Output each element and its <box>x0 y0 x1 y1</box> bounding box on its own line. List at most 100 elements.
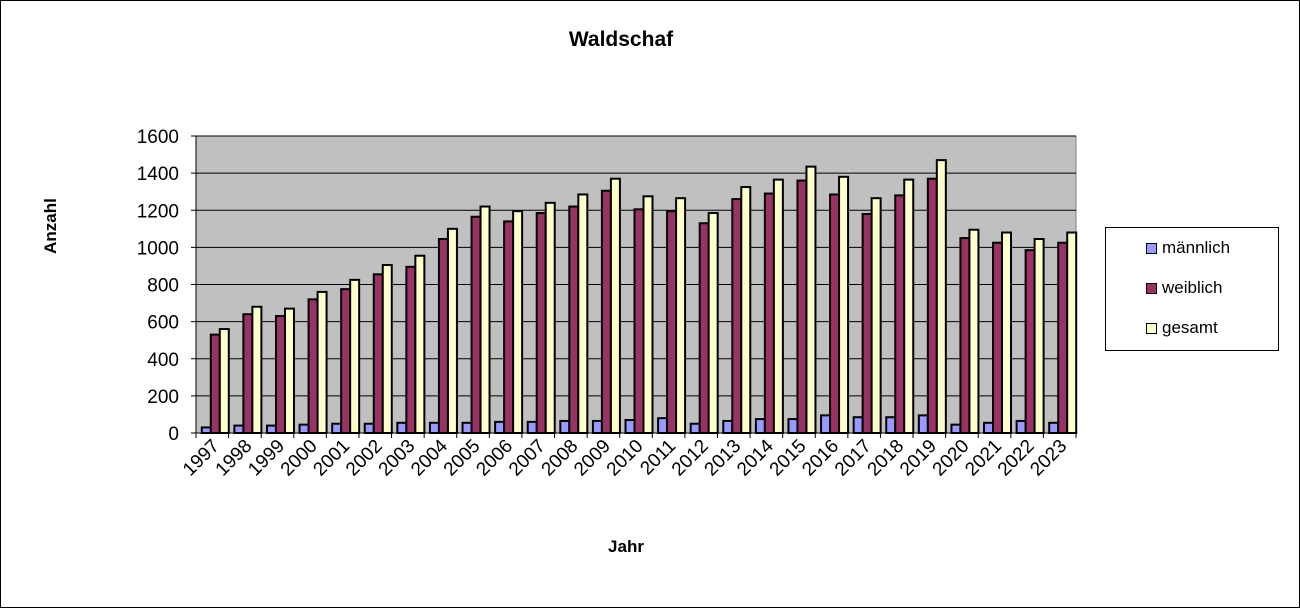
bar-männlich-2009 <box>591 419 603 435</box>
bar-weiblich-2013 <box>731 198 743 434</box>
bar-männlich-1999 <box>265 424 277 435</box>
bar-weiblich-2017 <box>861 212 873 434</box>
bar-männlich-2004 <box>428 421 440 434</box>
bar-weiblich-2007 <box>535 212 547 434</box>
bar-weiblich-1998 <box>242 313 254 435</box>
bar-weiblich-2002 <box>372 273 384 434</box>
bar-gesamt-2017 <box>870 197 882 434</box>
bar-männlich-2022 <box>1015 419 1027 435</box>
x-tick-label: 1997 <box>179 436 224 481</box>
bar-weiblich-2006 <box>503 220 515 434</box>
chart-title: Waldschaf <box>568 28 674 51</box>
legend-swatch-weiblich <box>1146 282 1157 294</box>
x-tick-label: 2012 <box>668 436 713 481</box>
bar-männlich-2015 <box>787 418 799 434</box>
bar-gesamt-1997 <box>218 328 230 434</box>
bar-männlich-2008 <box>559 419 571 435</box>
svg-text:0: 0 <box>168 424 179 445</box>
bar-gesamt-2010 <box>642 195 654 434</box>
bar-weiblich-2011 <box>666 210 678 434</box>
bar-weiblich-2012 <box>698 222 710 434</box>
bar-gesamt-2012 <box>707 212 719 434</box>
x-tick-label: 2016 <box>798 436 843 481</box>
legend-item-weiblich: weiblich <box>1146 278 1222 298</box>
svg-text:800: 800 <box>147 276 179 297</box>
x-tick-label: 2004 <box>407 435 452 480</box>
bar-männlich-1998 <box>233 424 245 435</box>
bar-männlich-2016 <box>820 414 832 435</box>
x-tick-label: 2006 <box>472 436 517 481</box>
bar-männlich-2010 <box>624 419 636 435</box>
bar-gesamt-2006 <box>512 210 524 434</box>
bar-gesamt-2014 <box>772 178 784 434</box>
bar-männlich-2002 <box>363 422 375 434</box>
bar-weiblich-2018 <box>894 194 906 434</box>
bar-gesamt-2001 <box>349 278 361 434</box>
bar-gesamt-2023 <box>1066 231 1078 434</box>
x-tick-label: 2020 <box>929 436 974 481</box>
x-tick-label: 2001 <box>309 436 354 481</box>
legend-swatch-gesamt <box>1146 322 1157 334</box>
bar-gesamt-1999 <box>283 307 295 435</box>
bar-gesamt-2013 <box>740 186 752 434</box>
bar-gesamt-2009 <box>609 177 621 434</box>
svg-text:600: 600 <box>147 313 179 334</box>
bar-männlich-2005 <box>461 421 473 434</box>
svg-text:200: 200 <box>147 387 179 408</box>
bar-gesamt-2008 <box>577 193 589 434</box>
bar-männlich-2019 <box>917 414 929 435</box>
bar-weiblich-2014 <box>763 192 775 434</box>
bar-weiblich-2016 <box>829 193 841 434</box>
bar-weiblich-2023 <box>1057 241 1069 434</box>
x-tick-label: 2009 <box>570 436 615 481</box>
x-tick-label: 2003 <box>375 436 420 481</box>
svg-text:1600: 1600 <box>137 127 179 148</box>
bar-weiblich-2020 <box>959 237 971 434</box>
x-tick-label: 2021 <box>961 436 1006 481</box>
x-tick-label: 2008 <box>538 436 583 481</box>
bar-männlich-2021 <box>983 421 995 434</box>
bar-weiblich-2003 <box>405 265 417 434</box>
x-tick-label: 2013 <box>701 436 746 481</box>
x-axis-label: Jahr <box>608 537 644 556</box>
x-tick-label: 2018 <box>864 436 909 481</box>
bar-gesamt-1998 <box>251 305 263 434</box>
bar-männlich-2014 <box>754 418 766 434</box>
bar-männlich-2020 <box>950 423 962 435</box>
bar-männlich-2003 <box>396 421 408 434</box>
bar-weiblich-2021 <box>992 241 1004 434</box>
x-tick-label: 2010 <box>603 436 648 481</box>
bar-gesamt-2015 <box>805 165 817 435</box>
x-tick-label: 2007 <box>505 436 550 481</box>
legend-swatch-maennlich <box>1146 242 1157 254</box>
bar-weiblich-2001 <box>340 288 352 434</box>
bar-gesamt-2007 <box>544 201 556 434</box>
bar-männlich-2007 <box>526 420 538 434</box>
bar-gesamt-2011 <box>675 197 687 434</box>
x-tick-label: 2017 <box>831 436 876 481</box>
bar-weiblich-2004 <box>437 238 449 434</box>
x-tick-label: 2023 <box>1026 436 1071 481</box>
bar-gesamt-2003 <box>414 254 426 434</box>
bar-weiblich-2005 <box>470 215 482 434</box>
x-tick-label: 2011 <box>636 436 680 480</box>
bar-weiblich-2009 <box>600 189 612 434</box>
x-tick-label: 2014 <box>733 435 778 480</box>
bar-gesamt-2005 <box>479 205 491 434</box>
bar-weiblich-2000 <box>307 298 319 434</box>
bar-männlich-2018 <box>885 416 897 434</box>
bar-männlich-2011 <box>657 417 669 434</box>
bar-weiblich-1997 <box>209 333 221 434</box>
svg-text:1400: 1400 <box>137 164 179 185</box>
x-tick-label: 1999 <box>244 436 289 481</box>
bar-weiblich-1999 <box>274 315 286 434</box>
legend-label: männlich <box>1162 238 1231 257</box>
bar-männlich-2013 <box>722 419 734 435</box>
bar-gesamt-2021 <box>1001 231 1013 434</box>
svg-text:1200: 1200 <box>137 201 179 222</box>
bar-gesamt-2016 <box>838 175 850 434</box>
x-tick-label: 2000 <box>277 436 322 481</box>
bar-männlich-2012 <box>689 422 701 434</box>
